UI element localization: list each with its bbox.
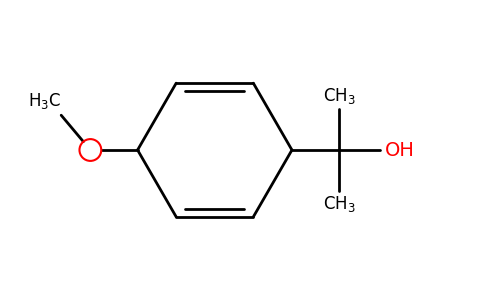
Text: CH$_3$: CH$_3$ — [323, 194, 356, 214]
Text: H$_3$C: H$_3$C — [28, 91, 61, 111]
Text: OH: OH — [385, 140, 414, 160]
Text: CH$_3$: CH$_3$ — [323, 85, 356, 106]
